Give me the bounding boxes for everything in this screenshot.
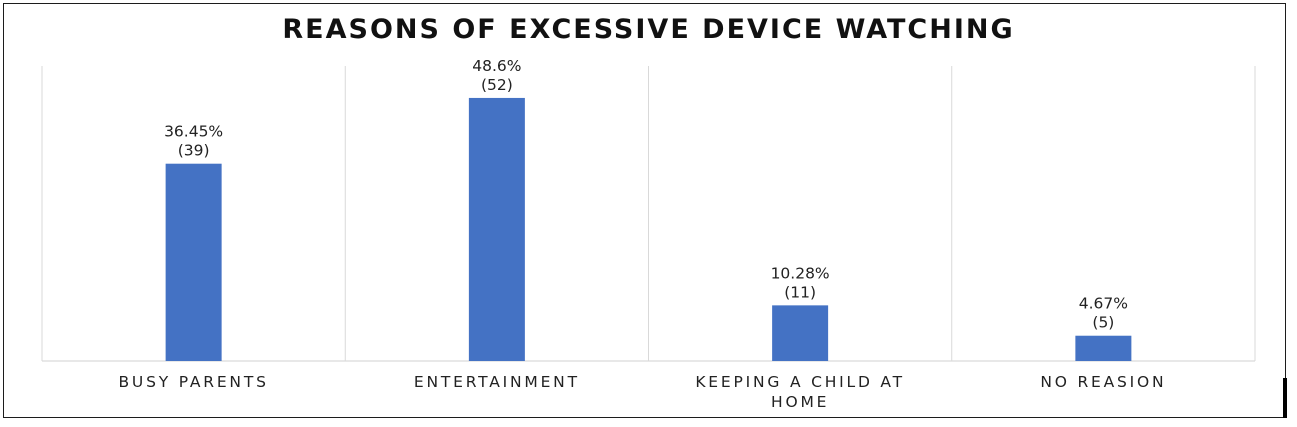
x-tick-label: NO REASION (1040, 373, 1166, 391)
bar (1075, 335, 1132, 361)
data-label: (39) (178, 142, 210, 160)
data-label: (52) (481, 76, 513, 94)
chart-title: REASONS OF EXCESSIVE DEVICE WATCHING (282, 14, 1015, 45)
data-label: (5) (1092, 314, 1114, 332)
data-label: 36.45% (164, 123, 223, 141)
frame-edge-mark (1283, 378, 1287, 418)
data-label: (11) (784, 283, 816, 301)
data-label: 4.67% (1079, 295, 1128, 313)
data-label: 48.6% (472, 57, 521, 75)
bar (165, 163, 222, 361)
bar (468, 97, 525, 361)
bar (772, 305, 829, 361)
x-tick-label: KEEPING A CHILD AT (695, 373, 905, 391)
x-tick-label: HOME (771, 393, 829, 411)
x-tick-label: BUSY PARENTS (119, 373, 269, 391)
x-tick-label: ENTERTAINMENT (414, 373, 580, 391)
data-label: 10.28% (771, 264, 830, 282)
